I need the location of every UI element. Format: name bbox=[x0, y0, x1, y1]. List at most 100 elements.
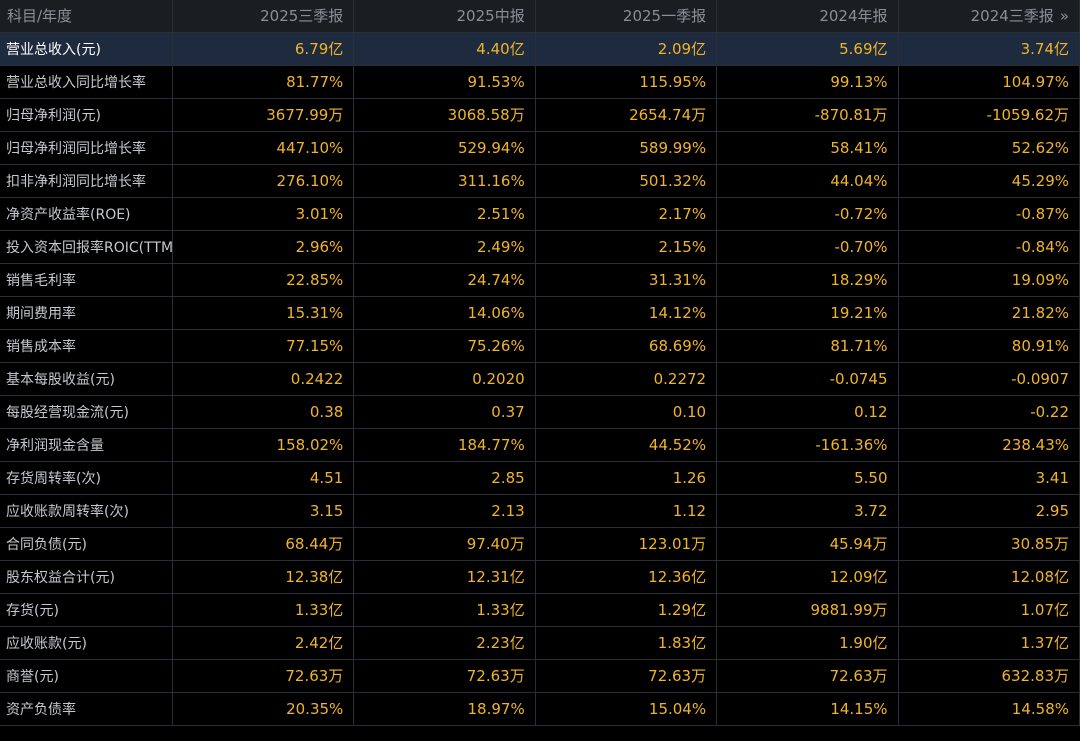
table-row[interactable]: 股东权益合计(元) 12.38亿 12.31亿 12.36亿 12.09亿 12.08亿 bbox=[0, 560, 1080, 594]
row-value-period-4: 19.09% bbox=[898, 263, 1080, 297]
row-value-period-4: 12.08亿 bbox=[898, 560, 1080, 594]
row-value-period-1: 184.77% bbox=[353, 428, 536, 462]
row-value-period-4: -0.84% bbox=[898, 230, 1080, 264]
row-label: 归母净利润(元) bbox=[0, 98, 173, 132]
table-row[interactable]: 存货(元) 1.33亿 1.33亿 1.29亿 9881.99万 1.07亿 bbox=[0, 593, 1080, 627]
row-value-period-3: -0.0745 bbox=[716, 362, 899, 396]
row-value-period-3: 5.50 bbox=[716, 461, 899, 495]
table-row[interactable]: 基本每股收益(元) 0.2422 0.2020 0.2272 -0.0745 -0.090… bbox=[0, 362, 1080, 396]
table-row[interactable]: 销售毛利率 22.85% 24.74% 31.31% 18.29% 19.09% bbox=[0, 263, 1080, 297]
table-row[interactable]: 营业总收入同比增长率 81.77% 91.53% 115.95% 99.13% 104.9… bbox=[0, 65, 1080, 99]
row-value-period-1: 1.33亿 bbox=[353, 593, 536, 627]
row-value-period-3: 99.13% bbox=[716, 65, 899, 99]
row-value-period-0: 1.33亿 bbox=[172, 593, 355, 627]
row-value-period-0: 3677.99万 bbox=[172, 98, 355, 132]
row-value-period-4: -1059.62万 bbox=[898, 98, 1080, 132]
row-value-period-0: 4.51 bbox=[172, 461, 355, 495]
row-value-period-0: 2.96% bbox=[172, 230, 355, 264]
row-value-period-1: 4.40亿 bbox=[353, 32, 536, 66]
table-row[interactable]: 合同负债(元) 68.44万 97.40万 123.01万 45.94万 30.85万 bbox=[0, 527, 1080, 561]
table-row[interactable]: 资产负债率 20.35% 18.97% 15.04% 14.15% 14.58% bbox=[0, 692, 1080, 726]
row-value-period-3: 14.15% bbox=[716, 692, 899, 726]
row-value-period-4: 45.29% bbox=[898, 164, 1080, 198]
row-value-period-2: 1.12 bbox=[535, 494, 718, 528]
row-value-period-4: -0.22 bbox=[898, 395, 1080, 429]
row-value-period-2: 1.29亿 bbox=[535, 593, 718, 627]
row-value-period-1: 311.16% bbox=[353, 164, 536, 198]
row-value-period-1: 529.94% bbox=[353, 131, 536, 165]
row-value-period-2: 72.63万 bbox=[535, 659, 718, 693]
row-value-period-3: -0.70% bbox=[716, 230, 899, 264]
row-value-period-0: 68.44万 bbox=[172, 527, 355, 561]
table-row[interactable]: 每股经营现金流(元) 0.38 0.37 0.10 0.12 -0.22 bbox=[0, 395, 1080, 429]
row-value-period-3: 81.71% bbox=[716, 329, 899, 363]
row-value-period-3: 0.12 bbox=[716, 395, 899, 429]
row-value-period-4: 238.43% bbox=[898, 428, 1080, 462]
row-value-period-2: 2.09亿 bbox=[535, 32, 718, 66]
row-value-period-0: 3.01% bbox=[172, 197, 355, 231]
row-value-period-3: 19.21% bbox=[716, 296, 899, 330]
table-row[interactable]: 投入资本回报率ROIC(TTM) 2.96% 2.49% 2.15% -0.70% -0.… bbox=[0, 230, 1080, 264]
row-value-period-1: 75.26% bbox=[353, 329, 536, 363]
header-period-3[interactable]: 2024年报 bbox=[716, 0, 899, 33]
row-label: 销售成本率 bbox=[0, 329, 173, 363]
row-value-period-3: -0.72% bbox=[716, 197, 899, 231]
row-value-period-3: 44.04% bbox=[716, 164, 899, 198]
table-row[interactable]: 营业总收入(元) 6.79亿 4.40亿 2.09亿 5.69亿 3.74亿 bbox=[0, 32, 1080, 66]
table-row[interactable]: 扣非净利润同比增长率 276.10% 311.16% 501.32% 44.04% 45.… bbox=[0, 164, 1080, 198]
row-value-period-2: 2.15% bbox=[535, 230, 718, 264]
row-value-period-0: 22.85% bbox=[172, 263, 355, 297]
row-value-period-3: 58.41% bbox=[716, 131, 899, 165]
row-value-period-2: 501.32% bbox=[535, 164, 718, 198]
table-row[interactable]: 净资产收益率(ROE) 3.01% 2.51% 2.17% -0.72% -0.87% bbox=[0, 197, 1080, 231]
row-value-period-1: 12.31亿 bbox=[353, 560, 536, 594]
row-value-period-2: 68.69% bbox=[535, 329, 718, 363]
row-label: 股东权益合计(元) bbox=[0, 560, 173, 594]
table-row[interactable]: 归母净利润同比增长率 447.10% 529.94% 589.99% 58.41% 52.… bbox=[0, 131, 1080, 165]
row-value-period-1: 2.49% bbox=[353, 230, 536, 264]
row-value-period-2: 0.2272 bbox=[535, 362, 718, 396]
more-periods-icon[interactable]: » bbox=[1059, 7, 1069, 26]
header-period-4[interactable]: 2024三季报 » bbox=[898, 0, 1080, 33]
row-label: 扣非净利润同比增长率 bbox=[0, 164, 173, 198]
header-row: 科目/年度 2025三季报 2025中报 2025一季报 2024年报 2024… bbox=[0, 0, 1080, 33]
table-row[interactable]: 归母净利润(元) 3677.99万 3068.58万 2654.74万 -870.81万… bbox=[0, 98, 1080, 132]
row-value-period-2: 14.12% bbox=[535, 296, 718, 330]
table-row[interactable]: 净利润现金含量 158.02% 184.77% 44.52% -161.36% 238.4… bbox=[0, 428, 1080, 462]
row-value-period-2: 2654.74万 bbox=[535, 98, 718, 132]
row-value-period-2: 15.04% bbox=[535, 692, 718, 726]
row-value-period-4: 52.62% bbox=[898, 131, 1080, 165]
row-value-period-2: 589.99% bbox=[535, 131, 718, 165]
row-value-period-0: 276.10% bbox=[172, 164, 355, 198]
row-value-period-2: 12.36亿 bbox=[535, 560, 718, 594]
row-value-period-0: 12.38亿 bbox=[172, 560, 355, 594]
table-row[interactable]: 应收账款周转率(次) 3.15 2.13 1.12 3.72 2.95 bbox=[0, 494, 1080, 528]
header-period-1[interactable]: 2025中报 bbox=[353, 0, 536, 33]
header-period-0[interactable]: 2025三季报 bbox=[172, 0, 355, 33]
row-value-period-0: 81.77% bbox=[172, 65, 355, 99]
row-value-period-2: 123.01万 bbox=[535, 527, 718, 561]
table-row[interactable]: 存货周转率(次) 4.51 2.85 1.26 5.50 3.41 bbox=[0, 461, 1080, 495]
row-value-period-3: 5.69亿 bbox=[716, 32, 899, 66]
financial-indicators-table: 科目/年度 2025三季报 2025中报 2025一季报 2024年报 2024… bbox=[0, 0, 1080, 726]
row-value-period-4: 632.83万 bbox=[898, 659, 1080, 693]
row-value-period-3: 3.72 bbox=[716, 494, 899, 528]
row-value-period-2: 1.83亿 bbox=[535, 626, 718, 660]
row-value-period-4: 30.85万 bbox=[898, 527, 1080, 561]
row-value-period-1: 97.40万 bbox=[353, 527, 536, 561]
row-label: 营业总收入同比增长率 bbox=[0, 65, 173, 99]
row-value-period-0: 6.79亿 bbox=[172, 32, 355, 66]
row-value-period-0: 15.31% bbox=[172, 296, 355, 330]
table-row[interactable]: 应收账款(元) 2.42亿 2.23亿 1.83亿 1.90亿 1.37亿 bbox=[0, 626, 1080, 660]
row-label: 期间费用率 bbox=[0, 296, 173, 330]
row-value-period-2: 115.95% bbox=[535, 65, 718, 99]
row-value-period-3: 72.63万 bbox=[716, 659, 899, 693]
row-value-period-3: 1.90亿 bbox=[716, 626, 899, 660]
row-value-period-0: 0.38 bbox=[172, 395, 355, 429]
table-row[interactable]: 期间费用率 15.31% 14.06% 14.12% 19.21% 21.82% bbox=[0, 296, 1080, 330]
table-row[interactable]: 商誉(元) 72.63万 72.63万 72.63万 72.63万 632.83万 bbox=[0, 659, 1080, 693]
row-value-period-4: -0.87% bbox=[898, 197, 1080, 231]
header-period-2[interactable]: 2025一季报 bbox=[535, 0, 718, 33]
row-value-period-3: -161.36% bbox=[716, 428, 899, 462]
table-row[interactable]: 销售成本率 77.15% 75.26% 68.69% 81.71% 80.91% bbox=[0, 329, 1080, 363]
